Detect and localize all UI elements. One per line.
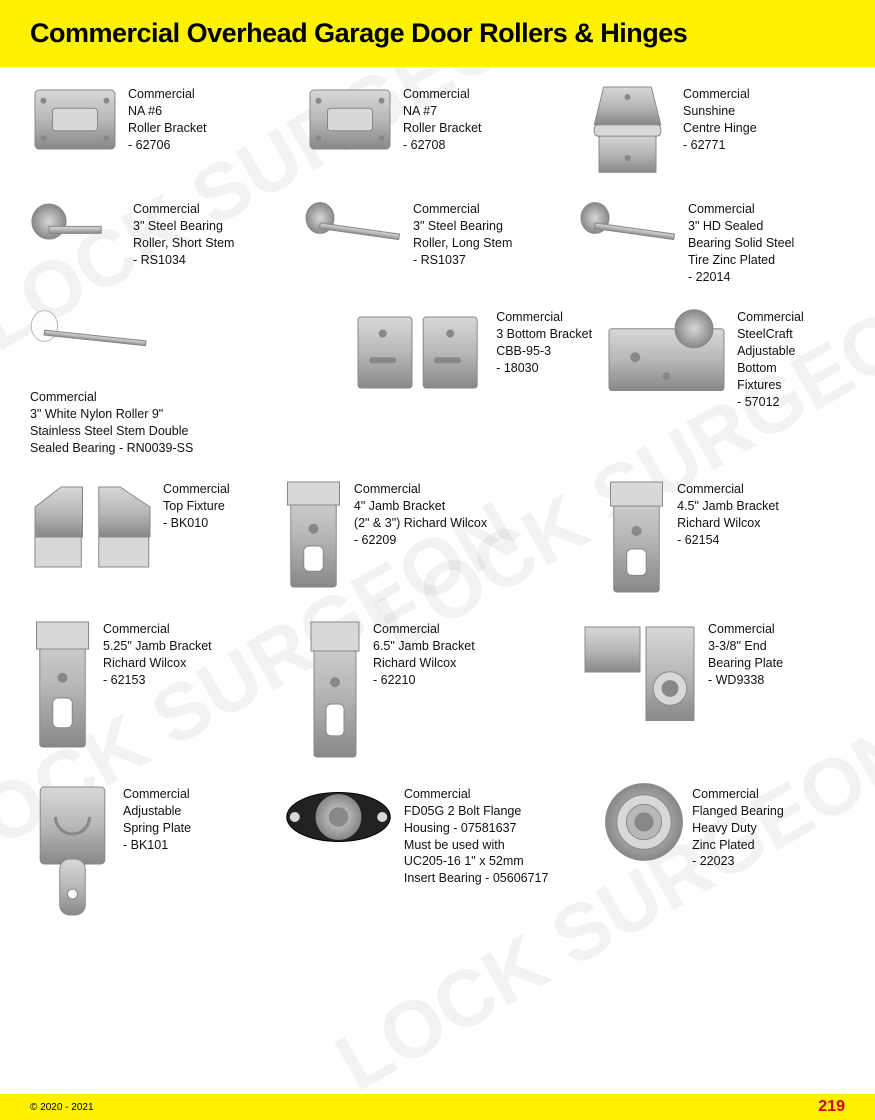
product-image: [281, 782, 396, 852]
product-description: CommercialFD05G 2 Bolt FlangeHousing - 0…: [404, 782, 549, 887]
product-image: [305, 617, 365, 762]
product-description: CommercialNA #7Roller Bracket- 62708: [403, 82, 482, 154]
product-item: Commercial3" White Nylon Roller 9"Stainl…: [30, 305, 343, 457]
product-item: CommercialFD05G 2 Bolt FlangeHousing - 0…: [281, 782, 594, 887]
product-description: Commercial4.5" Jamb BracketRichard Wilco…: [677, 477, 779, 549]
product-grid: CommercialNA #6Roller Bracket- 62706 Comm…: [0, 67, 875, 922]
product-image: [580, 197, 680, 267]
product-description: CommercialSteelCraftAdjustableBottomFixt…: [737, 305, 804, 410]
product-item: Commercial4.5" Jamb BracketRichard Wilco…: [604, 477, 845, 597]
product-item: Commercial3" Steel BearingRoller, Short …: [30, 197, 295, 269]
product-image: [604, 782, 684, 862]
product-item: Commercial3-3/8" EndBearing Plate- WD933…: [580, 617, 845, 727]
product-image: [30, 82, 120, 157]
product-description: Commercial3" White Nylon Roller 9"Stainl…: [30, 383, 193, 457]
product-image: [604, 477, 669, 597]
product-image: [30, 305, 150, 375]
page-number: 219: [818, 1098, 845, 1116]
product-item: CommercialTop Fixture- BK010: [30, 477, 271, 577]
product-item: CommercialNA #7Roller Bracket- 62708: [305, 82, 570, 157]
product-description: Commercial5.25" Jamb BracketRichard Wilc…: [103, 617, 212, 689]
product-description: CommercialTop Fixture- BK010: [163, 477, 230, 532]
product-item: Commercial4" Jamb Bracket(2" & 3") Richa…: [281, 477, 594, 592]
product-row: CommercialNA #6Roller Bracket- 62706 Comm…: [30, 82, 845, 177]
product-item: CommercialSunshineCentre Hinge- 62771: [580, 82, 845, 177]
product-image: [580, 82, 675, 177]
product-image: [30, 197, 125, 267]
product-description: Commercial6.5" Jamb BracketRichard Wilco…: [373, 617, 475, 689]
product-item: Commercial3" HD SealedBearing Solid Stee…: [580, 197, 845, 285]
product-image: [353, 305, 488, 400]
product-item: CommercialSteelCraftAdjustableBottomFixt…: [604, 305, 845, 410]
product-description: Commercial3" HD SealedBearing Solid Stee…: [688, 197, 794, 285]
product-image: [281, 477, 346, 592]
product-image: [30, 477, 155, 577]
page-title: Commercial Overhead Garage Door Rollers …: [30, 18, 845, 49]
product-row: Commercial3" White Nylon Roller 9"Stainl…: [30, 305, 845, 457]
copyright-text: © 2020 - 2021: [30, 1102, 94, 1113]
product-item: Commercial5.25" Jamb BracketRichard Wilc…: [30, 617, 295, 752]
product-row: Commercial5.25" Jamb BracketRichard Wilc…: [30, 617, 845, 762]
product-image: [30, 782, 115, 922]
product-image: [305, 197, 405, 267]
page-footer: © 2020 - 2021 219: [0, 1094, 875, 1120]
product-item: Commercial3 Bottom BracketCBB-95-3- 1803…: [353, 305, 594, 400]
product-description: CommercialNA #6Roller Bracket- 62706: [128, 82, 207, 154]
product-description: Commercial3 Bottom BracketCBB-95-3- 1803…: [496, 305, 592, 377]
product-description: CommercialFlanged BearingHeavy DutyZinc …: [692, 782, 784, 870]
product-row: Commercial3" Steel BearingRoller, Short …: [30, 197, 845, 285]
product-description: CommercialSunshineCentre Hinge- 62771: [683, 82, 757, 154]
product-description: Commercial3-3/8" EndBearing Plate- WD933…: [708, 617, 783, 689]
product-item: CommercialAdjustableSpring Plate- BK101: [30, 782, 271, 922]
product-image: [30, 617, 95, 752]
product-item: Commercial6.5" Jamb BracketRichard Wilco…: [305, 617, 570, 762]
product-description: Commercial3" Steel BearingRoller, Long S…: [413, 197, 512, 269]
product-image: [305, 82, 395, 157]
product-row: CommercialAdjustableSpring Plate- BK101 C…: [30, 782, 845, 922]
product-item: Commercial3" Steel BearingRoller, Long S…: [305, 197, 570, 269]
product-description: CommercialAdjustableSpring Plate- BK101: [123, 782, 191, 854]
product-row: CommercialTop Fixture- BK010 Commercial4"…: [30, 477, 845, 597]
product-item: CommercialNA #6Roller Bracket- 62706: [30, 82, 295, 157]
product-description: Commercial3" Steel BearingRoller, Short …: [133, 197, 234, 269]
product-image: [580, 617, 700, 727]
product-description: Commercial4" Jamb Bracket(2" & 3") Richa…: [354, 477, 487, 549]
product-image: [604, 305, 729, 400]
product-item: CommercialFlanged BearingHeavy DutyZinc …: [604, 782, 845, 870]
page-header: Commercial Overhead Garage Door Rollers …: [0, 0, 875, 67]
